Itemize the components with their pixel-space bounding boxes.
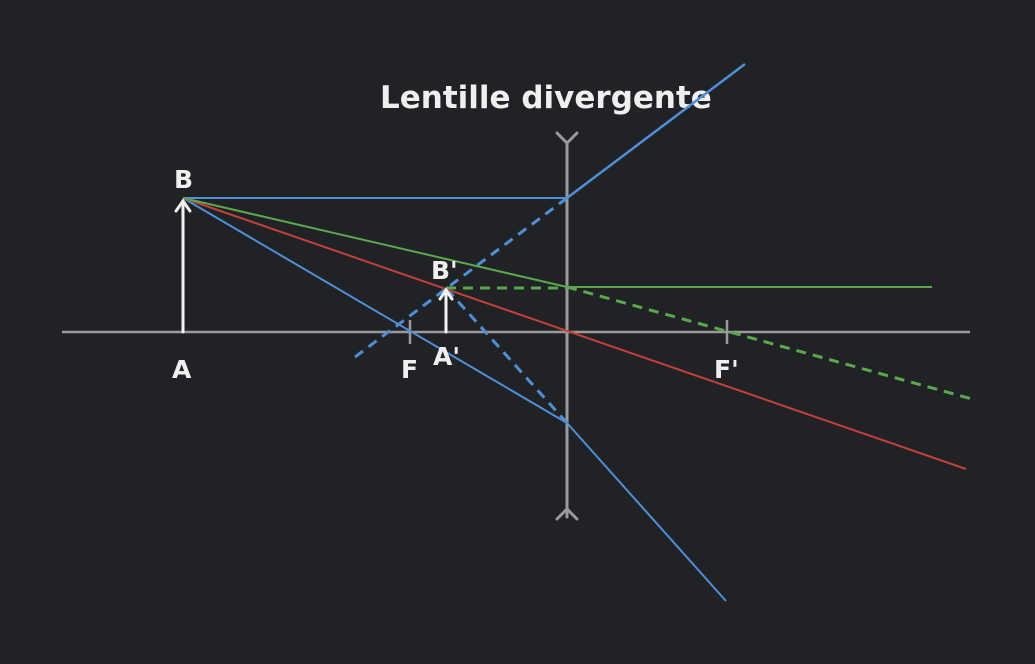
diagram-title: Lentille divergente xyxy=(380,80,712,116)
label-a-prime: A' xyxy=(433,342,460,371)
label-f: F xyxy=(401,355,418,384)
label-f-prime: F' xyxy=(714,355,739,384)
diverging-lens xyxy=(555,131,579,521)
ray-focal-dashed-continuation xyxy=(566,285,973,401)
label-a: A xyxy=(172,355,192,384)
object-arrow xyxy=(174,198,192,334)
ray-second-refracted xyxy=(566,422,727,602)
ray-parallel-refracted xyxy=(566,63,746,199)
ray-second-incident xyxy=(182,197,568,424)
label-b-prime: B' xyxy=(431,256,458,285)
ray-focal-incident xyxy=(182,197,568,288)
ray-center xyxy=(182,197,967,470)
ray-second-virtual-extension xyxy=(444,286,569,425)
label-b: B xyxy=(174,165,193,194)
image-arrow xyxy=(438,287,454,334)
